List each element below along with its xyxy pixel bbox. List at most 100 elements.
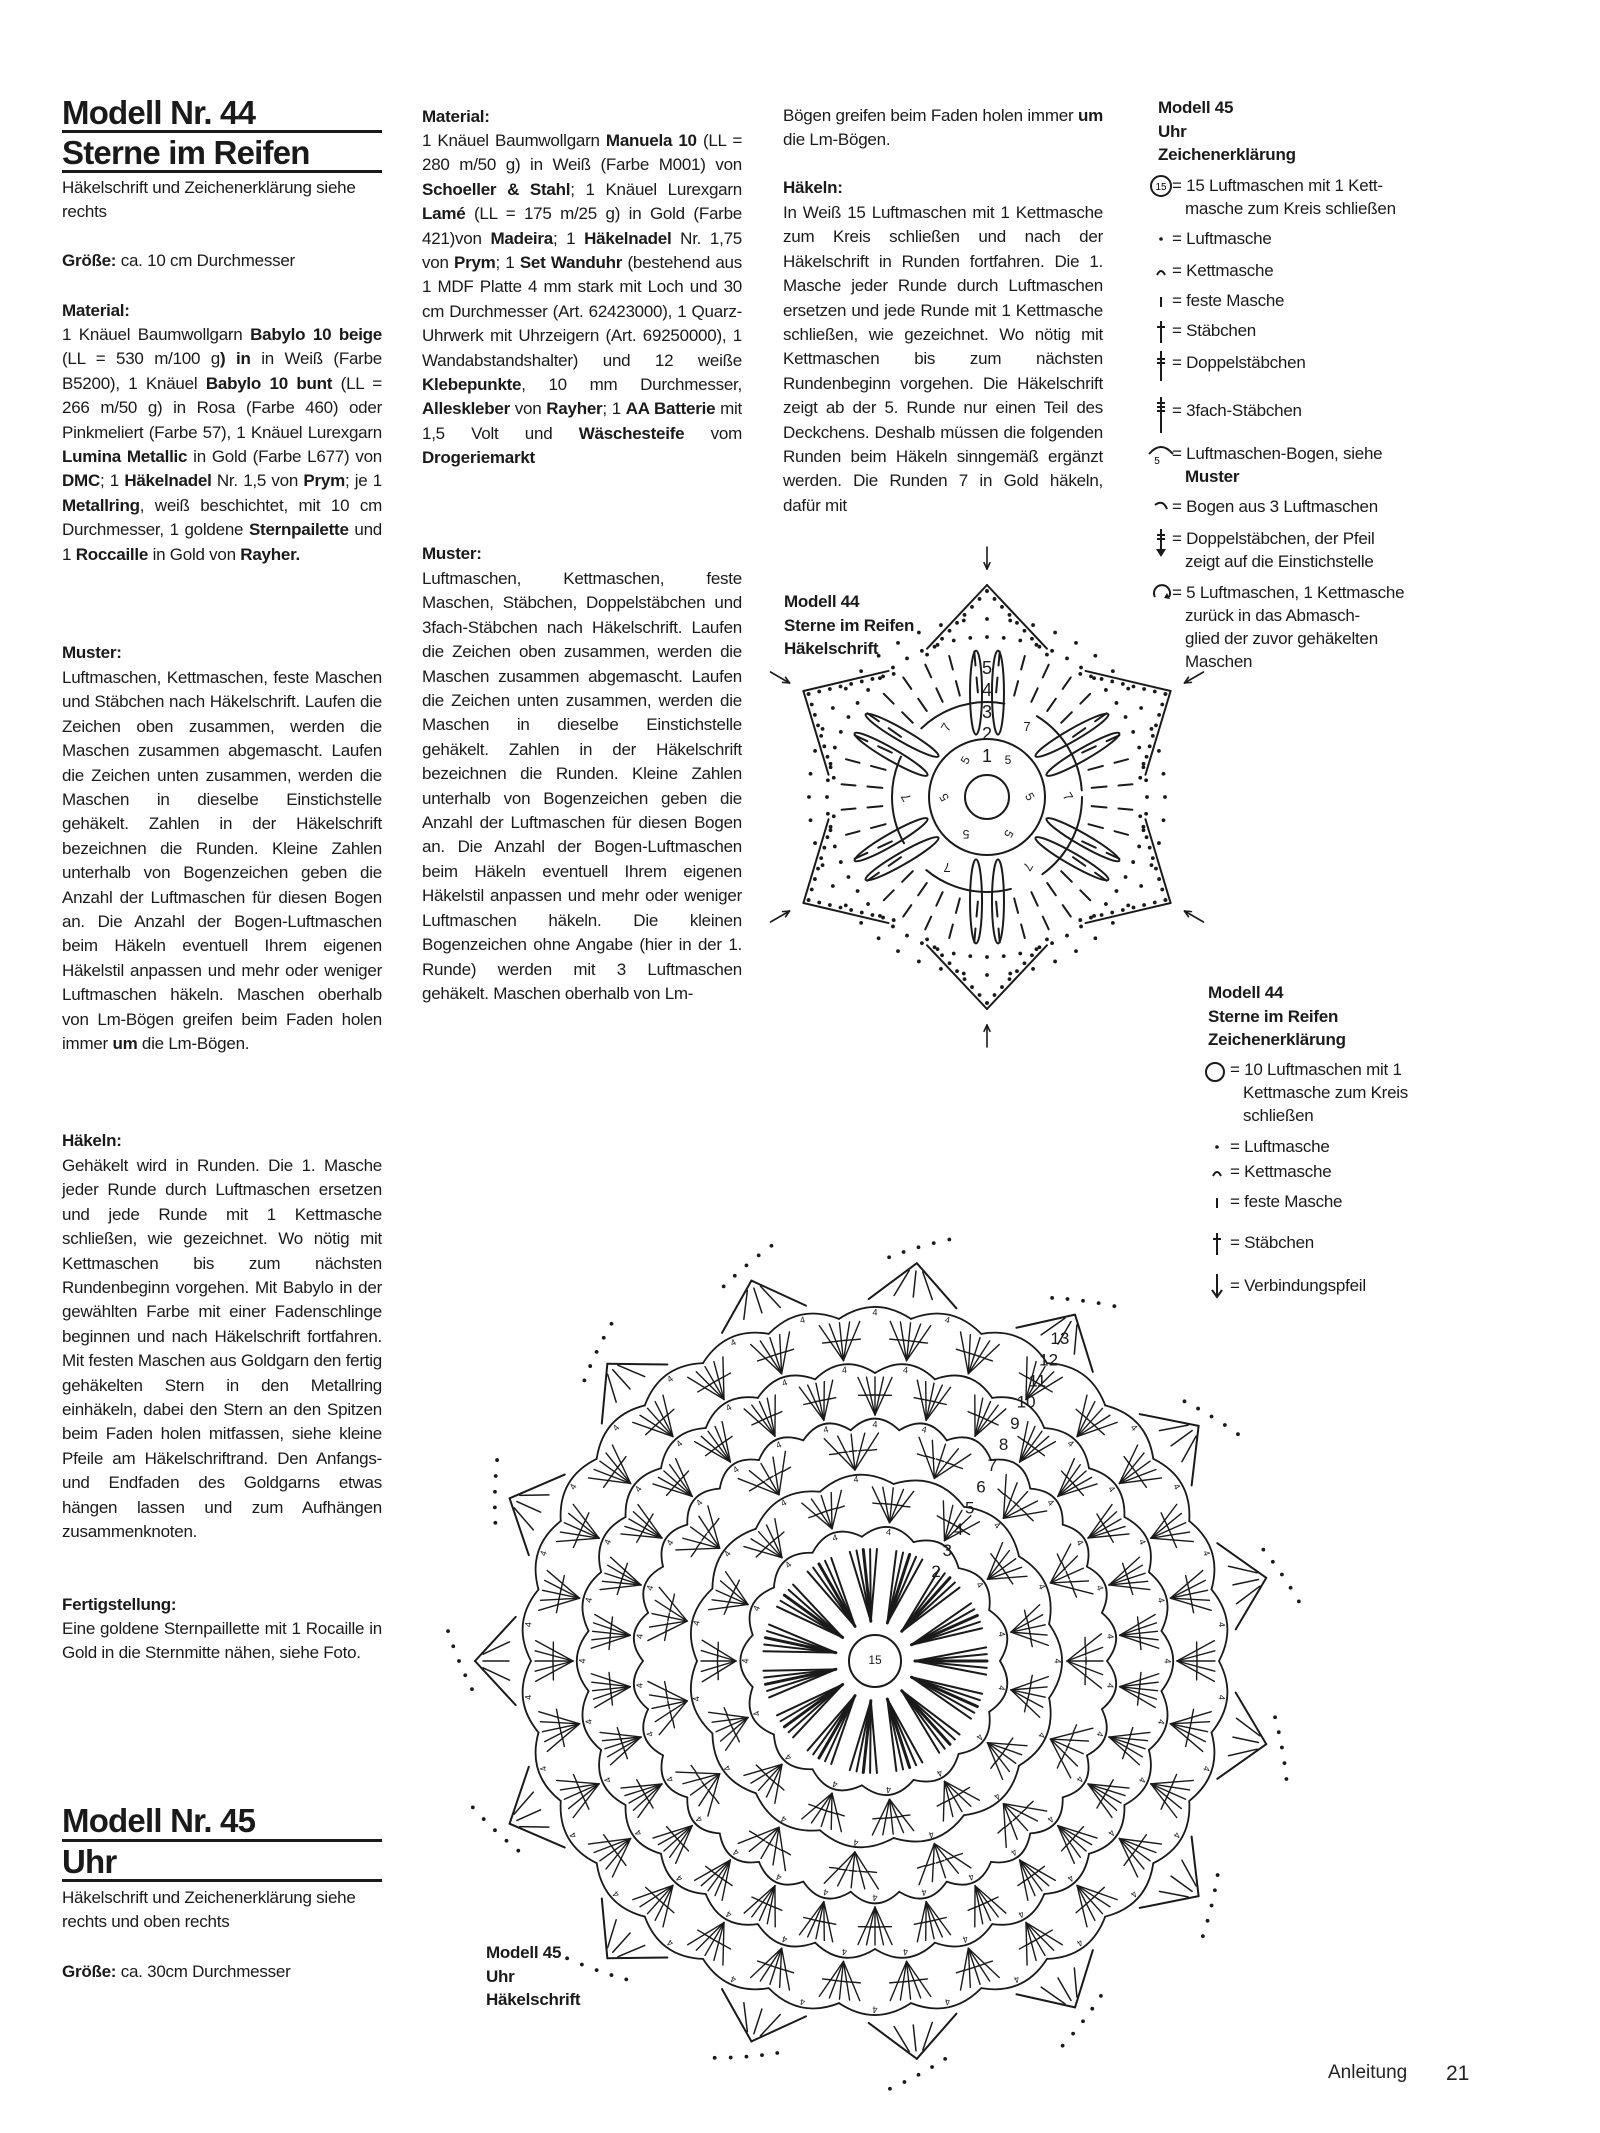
stitch-crossbar [1129, 1726, 1134, 1736]
double-crochet-fan [857, 1376, 876, 1416]
stitch-crossbar [1096, 1800, 1102, 1809]
double-crochet-fan [905, 1960, 922, 1999]
stitch-crossbar [969, 1965, 980, 1970]
outer-spike [721, 1279, 753, 1334]
double-crochet-fan [704, 1921, 725, 1957]
chain-stitch-mark [901, 1250, 906, 1254]
chain-arch [1101, 1660, 1117, 1711]
chain-stitch-mark [940, 636, 944, 641]
double-crochet-fan [1018, 1430, 1043, 1463]
chain-stitch-mark [961, 618, 966, 623]
chain-arch [861, 1526, 915, 1544]
stitch-crossbar [725, 1599, 731, 1609]
single-crochet-mark [877, 745, 893, 754]
chain-stitch-mark [1015, 620, 1019, 625]
legend-text: zurück in das Abmasch- [1185, 606, 1360, 625]
page-number: 21 [1446, 2062, 1470, 2085]
stitch-crossbar [723, 1707, 729, 1716]
single-crochet-mark [917, 882, 928, 897]
single-crochet-mark [973, 650, 977, 667]
chain-stitch-mark [1141, 828, 1146, 833]
double-crochet-fan [1018, 1859, 1043, 1892]
stitch-crossbar [1188, 1723, 1192, 1733]
chain-stitch-mark [446, 1629, 450, 1634]
stitch-crossbar [997, 1826, 1005, 1834]
double-crochet-fan [959, 1947, 970, 1991]
stitch-crossbar [665, 1622, 669, 1632]
double-crochet-fan [1087, 1783, 1118, 1811]
model45-intro: Häkelschrift und Zeichenerklärung siehe … [62, 1888, 356, 1932]
outer-spike [606, 1956, 669, 1960]
stitch-crossbar [695, 1773, 702, 1781]
legend-text: = Stäbchen [1172, 321, 1256, 340]
single-crochet-mark [844, 758, 861, 764]
chain-stitch-mark [1131, 905, 1136, 910]
double-crochet-fan [1169, 1723, 1209, 1733]
double-crochet-fan [637, 1503, 663, 1539]
stitch-crossbar [990, 1553, 997, 1561]
double-crochet-fan [1076, 1414, 1111, 1438]
double-crochet-fan [759, 1947, 783, 1982]
outer-spike [474, 1615, 517, 1662]
outer-spike [915, 1262, 958, 1310]
double-crochet-fan [865, 1906, 876, 1946]
chain-arch [874, 1363, 936, 1381]
bold-text: um [112, 1034, 138, 1054]
chain-arch [990, 1832, 1032, 1864]
chain-stitch-mark [1079, 665, 1083, 670]
stitch-crossbar [610, 1616, 614, 1626]
single-crochet-mark [1113, 830, 1130, 836]
round-number-label: 8 [999, 1435, 1008, 1454]
arch-count-label: 4 [1009, 1847, 1019, 1858]
text-run: Luftmaschen, Kettmaschen, feste Maschen,… [422, 569, 742, 1003]
single-crochet-mark [1105, 734, 1121, 743]
stitch-crossbar [620, 1858, 627, 1867]
outer-spike-stitch [1232, 1578, 1260, 1586]
stitch-crossbar [1086, 1418, 1095, 1426]
model44-pattern-text: Luftmaschen, Kettmaschen, feste Maschen … [62, 666, 382, 1057]
treble-fan-stitch [914, 1660, 988, 1669]
stitch-crossbar [648, 1513, 654, 1522]
single-crochet-mark [1020, 654, 1026, 671]
single-crochet-mark [840, 807, 857, 811]
stitch-crossbar [608, 1634, 611, 1645]
stitch-crossbar [667, 1612, 671, 1622]
stitch-crossbar [838, 1868, 848, 1871]
double-crochet-fan [766, 1397, 776, 1437]
stitch-crossbar [608, 1640, 611, 1651]
single-crochet-mark [995, 900, 999, 918]
arch-count-label: 4 [1066, 1873, 1076, 1884]
arch-count-label: 4 [1201, 1549, 1212, 1557]
arch-count-label: 4 [1106, 1828, 1117, 1838]
outer-spike-stitch [611, 1368, 631, 1390]
arch-count-label: 4 [523, 1694, 533, 1700]
stitch-crossbar [1140, 1480, 1148, 1488]
chain-arch [581, 1571, 602, 1632]
double-crochet-fan [1002, 1802, 1048, 1812]
chain-stitch-mark [859, 910, 864, 915]
chain-arch [838, 1306, 912, 1320]
chain-stitch-mark [1031, 967, 1035, 971]
double-crochet-fan [933, 1453, 972, 1480]
chain-stitch-mark [1096, 1301, 1101, 1306]
stitch-crossbar [955, 1969, 965, 1974]
double-crochet-fan [567, 1512, 600, 1539]
double-crochet-fan [1018, 1435, 1050, 1463]
chain-stitch-mark [1137, 844, 1142, 849]
outer-spike-stitch [1235, 1585, 1261, 1605]
double-crochet-fan [943, 1780, 954, 1818]
double-crochet-fan [534, 1639, 574, 1662]
connection-arrow-icon [1183, 910, 1205, 923]
double-crochet-fan [701, 1639, 737, 1662]
double-crochet-fan [541, 1589, 581, 1599]
single-crochet-mark [1081, 840, 1097, 849]
model44-title-name: Sterne im Reifen [62, 134, 310, 171]
double-crochet-fan [1066, 1633, 1103, 1662]
arch-count-label: 5 [962, 827, 969, 841]
stitch-crossbar [1026, 1514, 1034, 1522]
stitch-crossbar [1191, 1708, 1195, 1718]
single-crochet-mark [924, 663, 933, 679]
chain-arch [559, 1457, 598, 1522]
single-crochet-mark [1041, 663, 1050, 679]
double-crochet-fan [591, 1686, 632, 1692]
